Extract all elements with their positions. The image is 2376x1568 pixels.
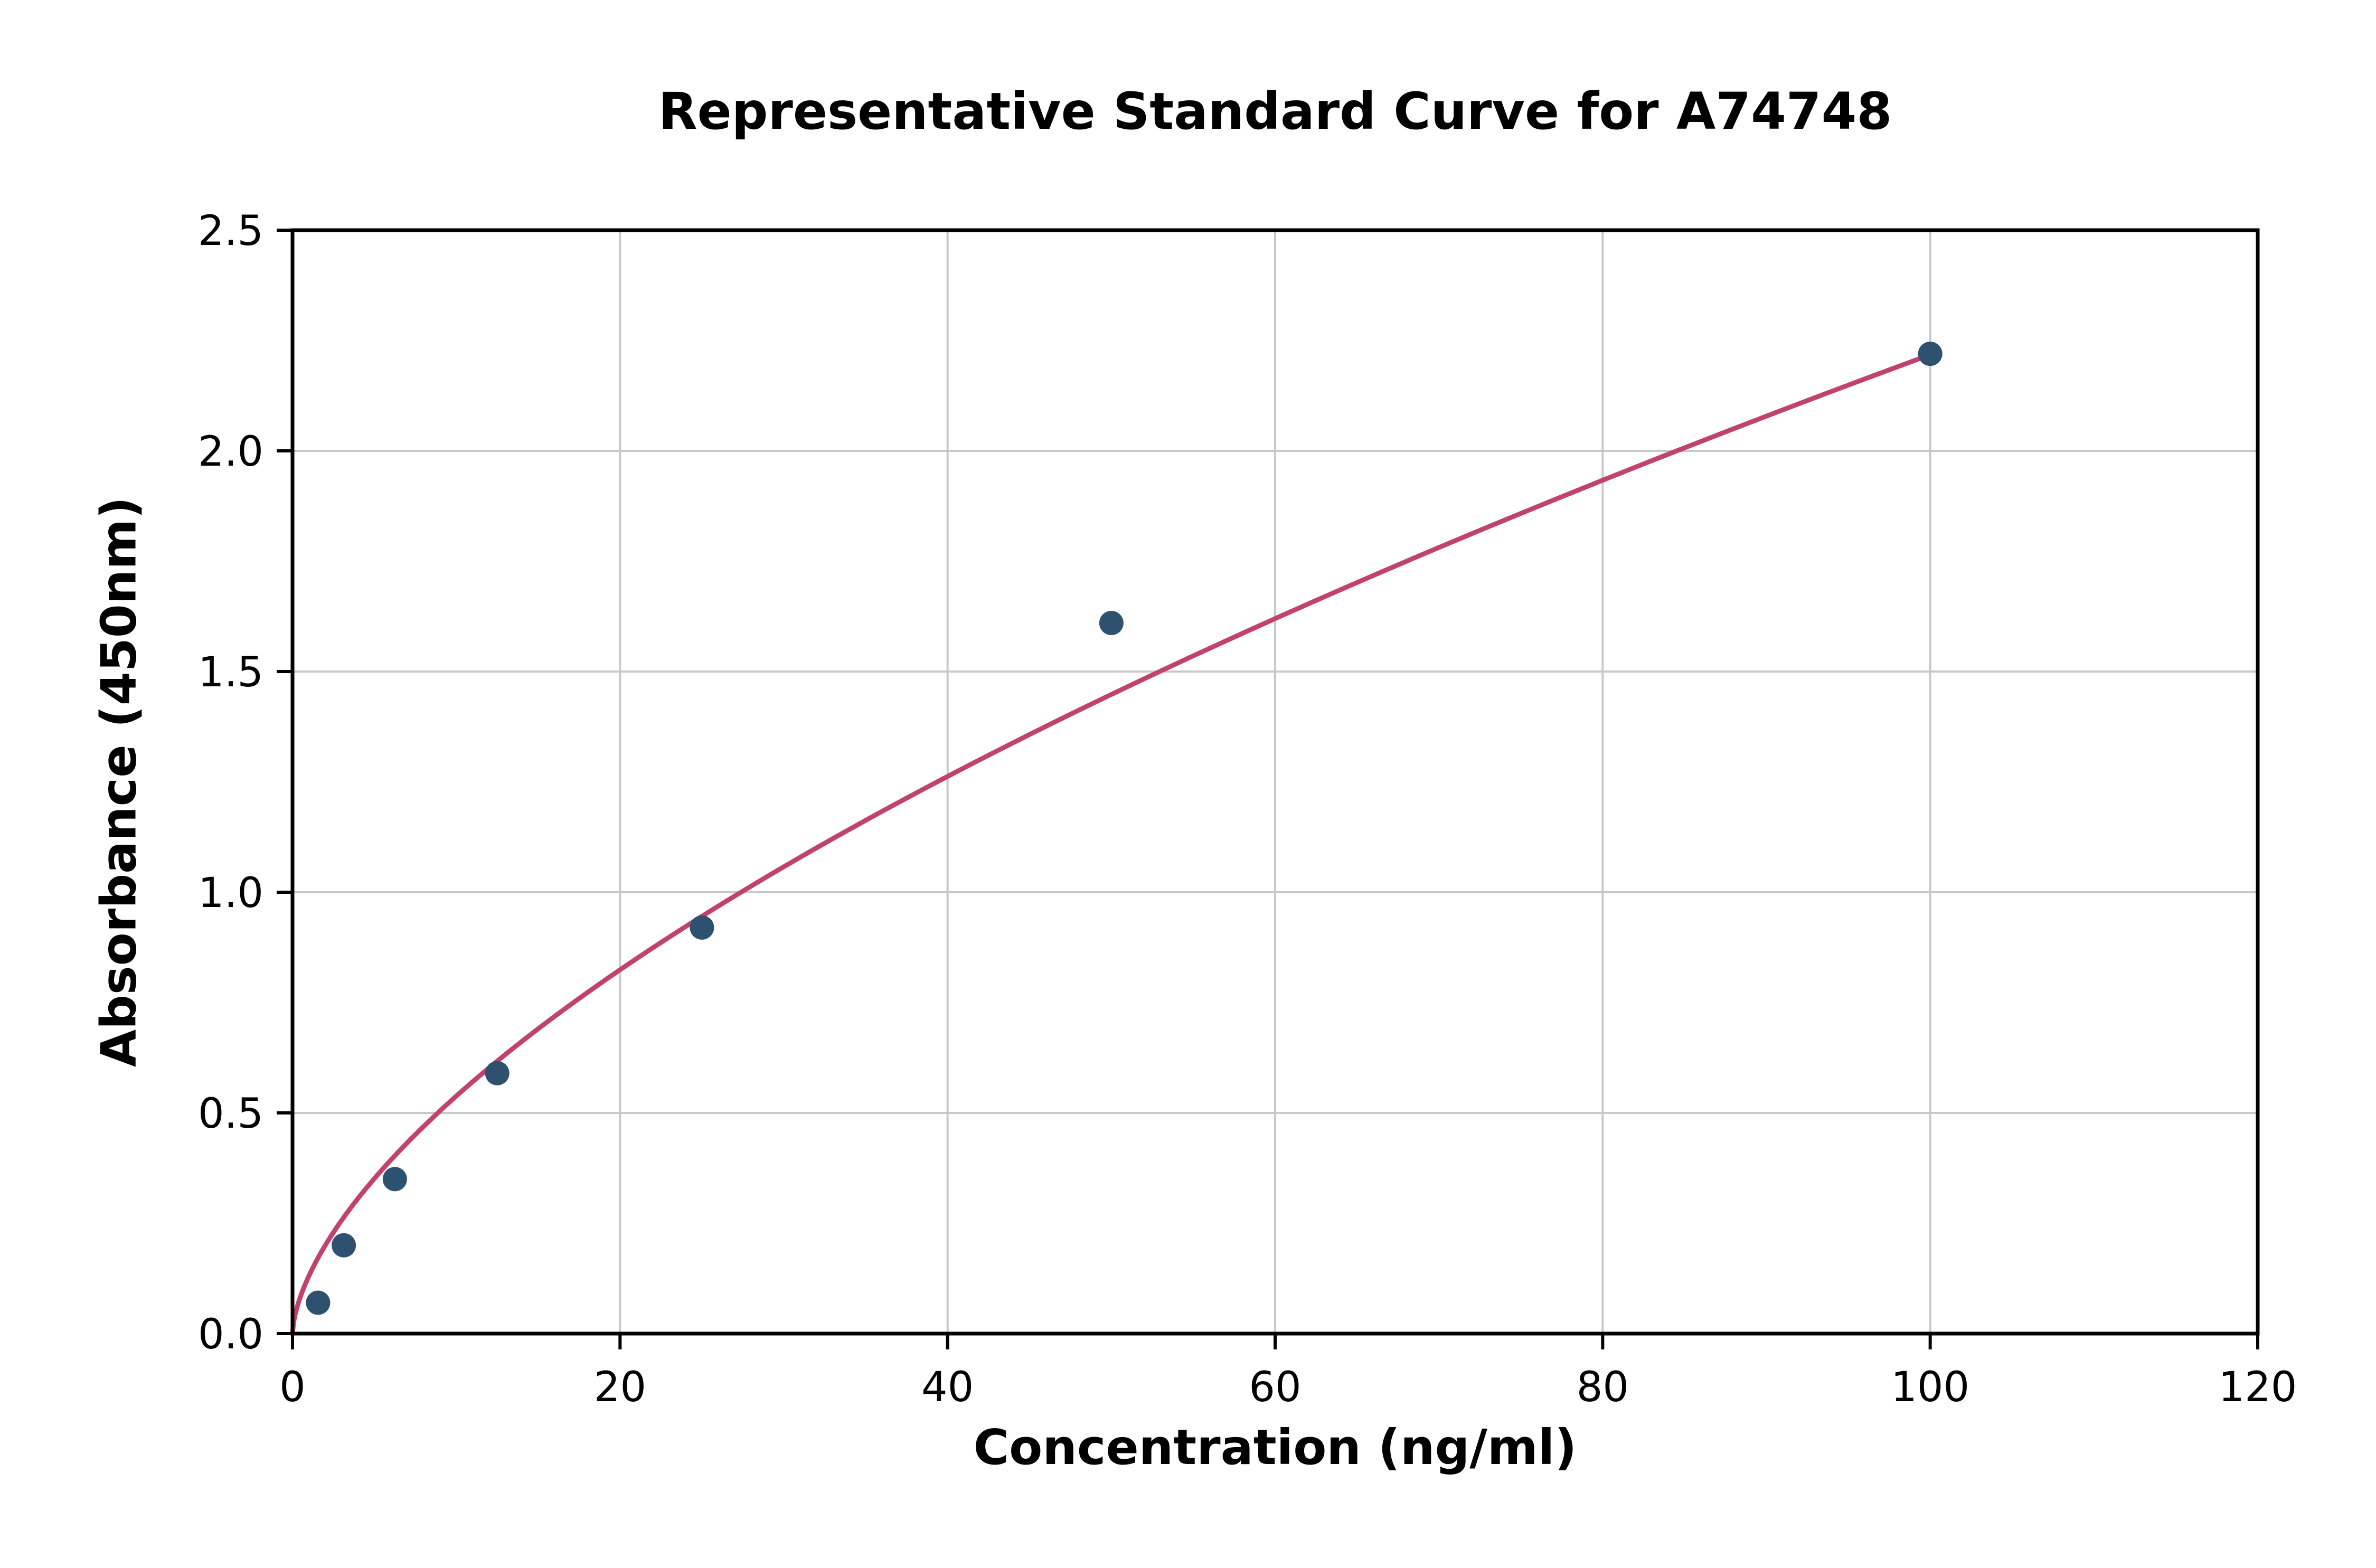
x-tick-label: 20 (594, 1364, 646, 1411)
y-tick-label: 0.0 (198, 1311, 263, 1358)
data-point (382, 1167, 407, 1192)
data-point (306, 1290, 331, 1315)
x-axis-label: Concentration (ng/ml) (973, 1419, 1577, 1476)
y-axis-label: Absorbance (450nm) (90, 496, 147, 1068)
y-tick-label: 1.0 (198, 870, 263, 917)
x-tick-label: 40 (921, 1364, 974, 1411)
chart-title: Representative Standard Curve for A74748 (658, 82, 1892, 141)
y-tick-label: 2.0 (198, 428, 263, 476)
x-tick-label: 120 (2219, 1364, 2297, 1411)
x-tick-label: 60 (1249, 1364, 1301, 1411)
data-point (1099, 611, 1124, 636)
data-point (485, 1061, 510, 1085)
data-point (1918, 342, 1943, 366)
y-tick-label: 1.5 (198, 649, 263, 696)
x-tick-label: 100 (1891, 1364, 1969, 1411)
y-tick-label: 2.5 (198, 207, 263, 255)
x-tick-label: 80 (1577, 1364, 1629, 1411)
data-point (690, 915, 714, 940)
fit-curve (290, 352, 1933, 1336)
data-point (332, 1233, 356, 1258)
x-tick-label: 0 (279, 1364, 306, 1411)
y-tick-label: 0.5 (198, 1090, 263, 1138)
